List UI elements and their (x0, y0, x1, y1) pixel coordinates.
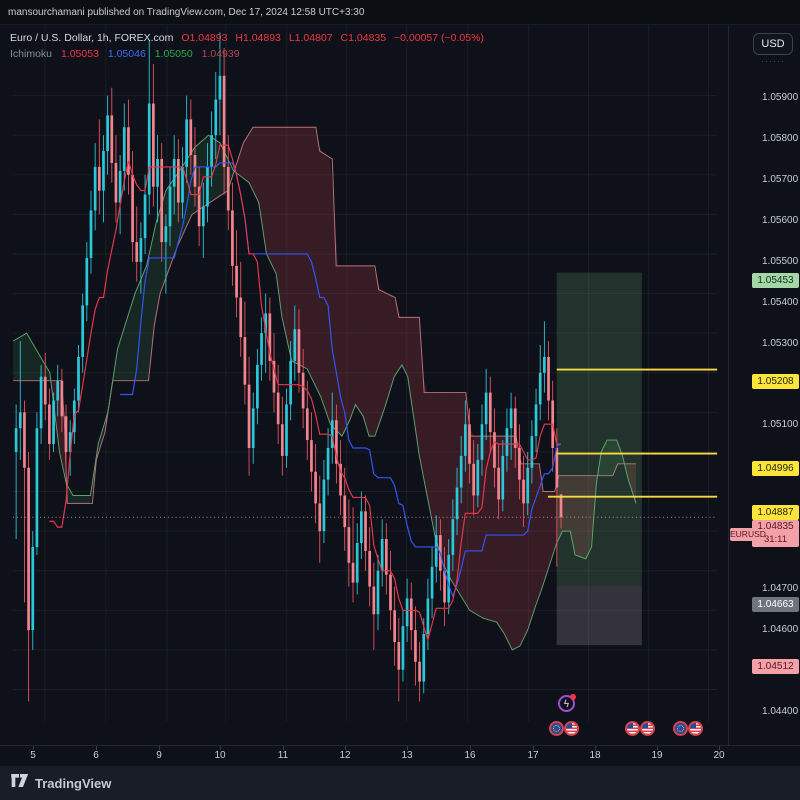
price-tick-label: 1.05800 (762, 132, 799, 144)
plot-area[interactable] (13, 25, 718, 722)
footer-bar: TradingView (0, 765, 800, 800)
price-tick-label: 1.04600 (762, 624, 799, 636)
time-label: 16 (464, 750, 476, 761)
us-flag-icon[interactable] (640, 721, 655, 736)
ichimoku-base-value: 1.05046 (107, 48, 146, 60)
time-label: 20 (713, 750, 725, 761)
currency-toggle-button[interactable]: USD (753, 33, 793, 55)
chart-widget[interactable]: Euro / U.S. Dollar, 1h, FOREX.com O1.048… (0, 25, 800, 766)
price-tick-label: 1.05400 (762, 296, 799, 308)
countdown-timer: 31:11 (763, 534, 788, 546)
price-level-badge: 1.04512 (752, 658, 799, 674)
time-tick-mark (595, 746, 596, 750)
us-flag-icon[interactable] (625, 721, 640, 736)
time-label: 5 (30, 750, 36, 761)
price-level-badge: 1.04663 (752, 596, 799, 612)
time-tick-mark (470, 746, 471, 750)
time-tick-mark (719, 746, 720, 750)
time-label: 11 (277, 750, 289, 761)
price-line-symbol-label: EURUSD (730, 528, 766, 541)
price-tick-label: 1.05900 (762, 92, 799, 103)
candlestick-series[interactable] (14, 32, 563, 702)
tradingview-logo-icon[interactable] (10, 774, 30, 792)
time-tick-mark (33, 746, 34, 750)
time-label: 6 (93, 750, 99, 761)
price-level-badge: 1.04996 (752, 460, 799, 476)
economic-event-icon[interactable]: ϟ (558, 694, 576, 712)
eu-flag-icon[interactable] (549, 721, 564, 736)
time-label: 10 (214, 750, 226, 761)
price-axis[interactable]: USD ······ 1.05900 1.05800 1.05700 1.05600 1… (728, 25, 800, 745)
indicator-title[interactable]: Ichimoku (10, 48, 53, 60)
indicator-legend-row: Ichimoku 1.05053 1.05046 1.05050 1.04939 (10, 46, 484, 62)
senkou-span-b-line (13, 126, 637, 504)
time-label: 12 (339, 750, 351, 761)
time-tick-mark (283, 746, 284, 750)
price-level-badge: 1.05453 (752, 273, 799, 289)
publish-info-text: mansourchamani published on TradingView.… (8, 7, 365, 18)
time-tick-mark (407, 746, 408, 750)
price-tick-label: 1.05100 (762, 419, 799, 431)
price-level-badge: 1.04887 (752, 505, 799, 521)
price-chart-canvas[interactable] (0, 25, 800, 765)
tradingview-brand-text[interactable]: TradingView (35, 775, 112, 791)
price-level-badge: 1.05208 (752, 373, 799, 389)
us-flag-icon[interactable] (688, 721, 703, 736)
ichimoku-lead2-value: 1.04939 (201, 48, 240, 60)
time-tick-mark (657, 746, 658, 750)
position-profit-zone[interactable] (556, 272, 642, 586)
open-value: O1.04893 (181, 32, 228, 44)
axis-handle-dots: ······ (761, 56, 785, 66)
symbol-legend-row: Euro / U.S. Dollar, 1h, FOREX.com O1.048… (10, 30, 484, 46)
price-tick-label: 1.05300 (762, 337, 799, 349)
ichimoku-lead1-value: 1.05050 (154, 48, 193, 60)
symbol-title[interactable]: Euro / U.S. Dollar, 1h, FOREX.com (10, 32, 174, 44)
kijun-sen-line (120, 162, 562, 599)
time-label: 13 (401, 750, 413, 761)
change-value: −0.00057 (−0.05%) (394, 32, 484, 44)
publish-info-bar: mansourchamani published on TradingView.… (0, 0, 800, 25)
tenkan-sen-line (49, 144, 561, 643)
time-tick-mark (533, 746, 534, 750)
price-tick-label: 1.04400 (762, 705, 799, 717)
us-flag-icon[interactable] (564, 721, 579, 736)
time-label: 19 (651, 750, 663, 761)
price-tick-label: 1.05600 (762, 214, 799, 226)
ichimoku-cloud (13, 127, 637, 650)
price-tick-label: 1.05700 (762, 173, 799, 185)
time-tick-mark (220, 746, 221, 750)
time-label: 18 (589, 750, 601, 761)
low-value: L1.04807 (288, 32, 333, 44)
current-price-badge: 1.04835 31:11 (752, 520, 799, 548)
price-tick-label: 1.04700 (762, 583, 799, 595)
close-value: C1.04835 (340, 32, 387, 44)
time-label: 9 (156, 750, 162, 761)
time-tick-mark (345, 746, 346, 750)
time-label: 17 (527, 750, 539, 761)
chart-legend: Euro / U.S. Dollar, 1h, FOREX.com O1.048… (10, 30, 484, 62)
time-tick-mark (96, 746, 97, 750)
position-stop-zone[interactable] (556, 585, 642, 646)
eu-flag-icon[interactable] (673, 721, 688, 736)
ichimoku-conversion-value: 1.05053 (60, 48, 99, 60)
time-tick-mark (159, 746, 160, 750)
time-axis[interactable]: 5 6 9 10 11 12 13 16 17 18 19 20 (0, 745, 800, 766)
high-value: H1.04893 (235, 32, 281, 44)
senkou-span-a-line (13, 134, 637, 651)
price-tick-label: 1.05500 (762, 255, 799, 267)
